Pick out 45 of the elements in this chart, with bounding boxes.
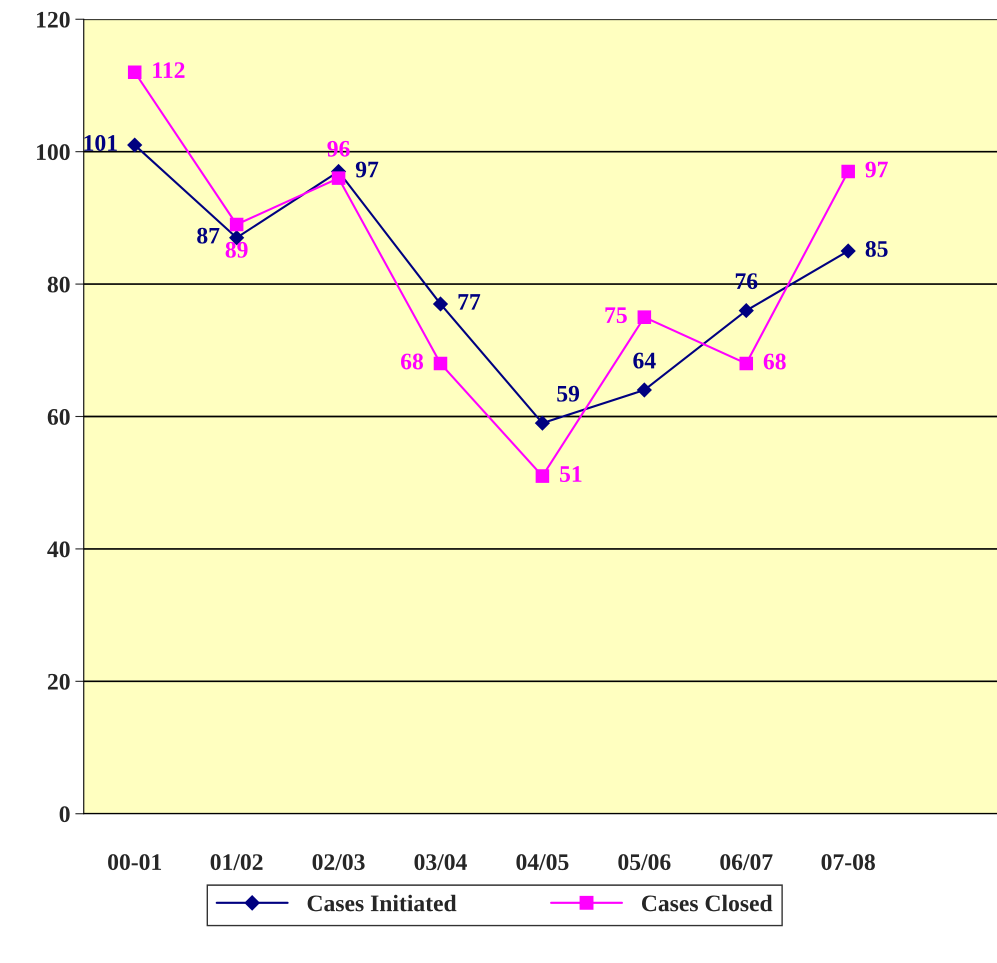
- x-tick-label: 05/06: [618, 854, 671, 870]
- x-tick-label: 00-01: [108, 854, 162, 870]
- data-label: 75: [605, 307, 627, 324]
- data-label: 77: [458, 294, 480, 310]
- data-label: 87: [197, 228, 220, 244]
- y-tick-label: 120: [37, 12, 70, 28]
- data-label: 68: [401, 354, 424, 370]
- point: [230, 218, 244, 232]
- data-label: 64: [633, 352, 656, 369]
- legend-label: Cases Initiated: [308, 894, 456, 912]
- point: [128, 65, 142, 79]
- data-label: 97: [356, 162, 378, 178]
- point: [127, 138, 142, 152]
- data-label: 59: [557, 386, 580, 402]
- point: [739, 356, 754, 370]
- x-tick-label: 01/02: [210, 854, 263, 870]
- point: [433, 296, 448, 312]
- data-label: 89: [226, 242, 248, 258]
- data-label: 68: [764, 354, 786, 370]
- x-tick-label: 06/07: [720, 854, 773, 870]
- y-tick-label: 20: [48, 674, 70, 690]
- data-label: 112: [153, 62, 184, 78]
- point: [332, 171, 346, 185]
- x-tick-label: 02/03: [312, 854, 365, 870]
- x-tick-label: 04/05: [516, 854, 568, 870]
- y-tick-label: 60: [48, 408, 70, 425]
- point: [636, 382, 652, 398]
- point: [738, 303, 754, 318]
- data-label: 51: [560, 466, 582, 482]
- point: [841, 164, 855, 178]
- y-tick-label: 40: [47, 541, 70, 558]
- y-tick-label: 0: [60, 806, 70, 822]
- x-tick-label: 03/04: [414, 854, 467, 870]
- point: [434, 356, 448, 370]
- x-tick-label: 07-08: [822, 854, 875, 870]
- data-label: 85: [866, 240, 888, 257]
- data-label: 97: [866, 162, 888, 178]
- legend-label: Cases Closed: [642, 894, 772, 912]
- y-tick-label: 100: [37, 144, 70, 160]
- point: [536, 469, 550, 483]
- point: [840, 244, 856, 258]
- point: [638, 310, 652, 324]
- y-tick-label: 80: [48, 276, 70, 293]
- point: [535, 416, 550, 431]
- data-label: 101: [84, 135, 117, 151]
